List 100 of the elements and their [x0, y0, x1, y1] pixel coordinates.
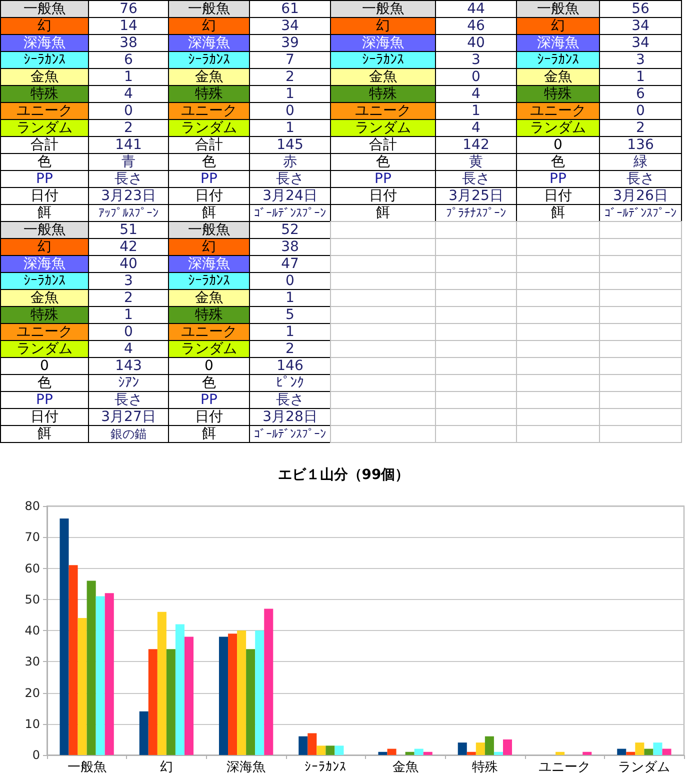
text: 39: [281, 35, 299, 51]
x-tick-label: 金魚: [392, 760, 418, 775]
category-label: 深海魚: [537, 35, 579, 51]
text: PP: [36, 392, 53, 408]
text: 34: [281, 18, 299, 34]
text: PP: [374, 171, 392, 187]
y-tick-label: 70: [24, 530, 40, 544]
text: ｺﾞｰﾙﾃﾞﾝｽﾌﾟｰﾝ: [254, 206, 326, 220]
text: 日付: [30, 409, 58, 425]
category-label: 幻: [202, 239, 216, 255]
text: 146: [276, 358, 304, 374]
x-tick-label: 深海魚: [226, 760, 266, 775]
category-label: ランダム: [530, 120, 586, 136]
text: 色: [202, 375, 216, 391]
text: PP: [550, 171, 566, 187]
text: 餌: [202, 205, 216, 221]
text: 34: [632, 18, 650, 34]
text: 長さ: [114, 392, 142, 408]
text: 0: [286, 273, 294, 289]
category-label: 幻: [38, 18, 52, 34]
category-label: ｼｰﾗｶﾝｽ: [188, 52, 230, 68]
category-label: 一般魚: [188, 222, 230, 238]
category-label: ランダム: [16, 120, 72, 136]
text: 141: [115, 137, 142, 153]
text: 0: [124, 103, 133, 119]
text: 3: [636, 52, 645, 68]
text: ｼｱﾝ: [118, 375, 139, 391]
text: 長さ: [276, 171, 304, 187]
category-label: 幻: [551, 18, 565, 34]
category-label: 深海魚: [362, 35, 404, 51]
text: 46: [467, 18, 485, 34]
category-label: ユニーク: [530, 103, 586, 119]
text: 1: [286, 86, 294, 102]
text: 143: [115, 358, 142, 374]
category-label: 深海魚: [188, 35, 230, 51]
text: 145: [276, 137, 304, 153]
category-label: 深海魚: [188, 256, 230, 272]
category-label: 金魚: [30, 290, 58, 306]
category-label: 一般魚: [24, 222, 66, 238]
text: 日付: [195, 409, 223, 425]
text: 56: [632, 1, 650, 17]
text: 142: [462, 137, 490, 153]
text: PP: [36, 171, 53, 187]
category-label: 幻: [38, 239, 52, 255]
text: 40: [120, 256, 138, 272]
x-tick-label: 幻: [160, 760, 173, 775]
text: 2: [124, 120, 133, 136]
y-tick-label: 80: [24, 499, 40, 513]
category-label: 一般魚: [537, 1, 579, 17]
text: 餌: [202, 426, 216, 442]
text: ﾌﾟﾗﾁﾅｽﾌﾟｰﾝ: [446, 206, 506, 220]
text: 6: [124, 52, 133, 68]
text: 合計: [369, 137, 397, 153]
category-label: 一般魚: [362, 1, 404, 17]
text: ｺﾞｰﾙﾃﾞﾝｽﾌﾟｰﾝ: [254, 427, 326, 441]
category-label: 特殊: [30, 307, 58, 323]
category-label: 深海魚: [24, 256, 66, 272]
text: 3月24日: [262, 188, 318, 204]
text: 34: [632, 35, 650, 51]
category-label: 金魚: [195, 69, 223, 85]
text: 銀の錨: [110, 427, 146, 441]
text: 47: [281, 256, 299, 272]
text: 3: [472, 52, 480, 68]
category-label: 深海魚: [24, 35, 66, 51]
y-tick-label: 60: [24, 561, 40, 576]
text: 赤: [283, 154, 297, 170]
category-label: 特殊: [544, 86, 572, 102]
text: 色: [551, 154, 565, 170]
text: 2: [286, 341, 294, 357]
text: 合計: [30, 137, 58, 153]
chart-title: エビ１山分（99個）: [278, 467, 410, 483]
text: 3月27日: [101, 409, 156, 425]
text: 4: [124, 341, 133, 357]
text: 40: [467, 35, 485, 51]
text: 136: [627, 137, 654, 153]
text: 餌: [38, 426, 52, 442]
x-tick-label: 一般魚: [67, 760, 106, 775]
y-tick-label: 40: [24, 624, 40, 638]
text: 2: [286, 69, 294, 85]
text: 61: [281, 1, 299, 17]
category-label: ユニーク: [16, 324, 72, 340]
category-label: ｼｰﾗｶﾝｽ: [24, 273, 66, 289]
text: 52: [281, 222, 299, 238]
text: 長さ: [462, 171, 490, 187]
y-tick-label: 30: [24, 654, 40, 669]
text: 1: [286, 120, 294, 136]
text: 0: [124, 324, 133, 340]
category-label: 金魚: [30, 69, 58, 85]
category-label: ランダム: [355, 120, 411, 136]
text: 3: [124, 273, 133, 289]
text: 3月23日: [101, 188, 156, 204]
text: 76: [120, 1, 138, 17]
category-label: 幻: [376, 18, 390, 34]
text: 1: [472, 103, 480, 119]
text: 2: [636, 120, 645, 136]
text: 0: [286, 103, 294, 119]
category-label: ｼｰﾗｶﾝｽ: [24, 52, 66, 68]
text: 合計: [195, 137, 223, 153]
x-tick-label: 特殊: [472, 760, 498, 775]
category-label: ｼｰﾗｶﾝｽ: [362, 52, 404, 68]
